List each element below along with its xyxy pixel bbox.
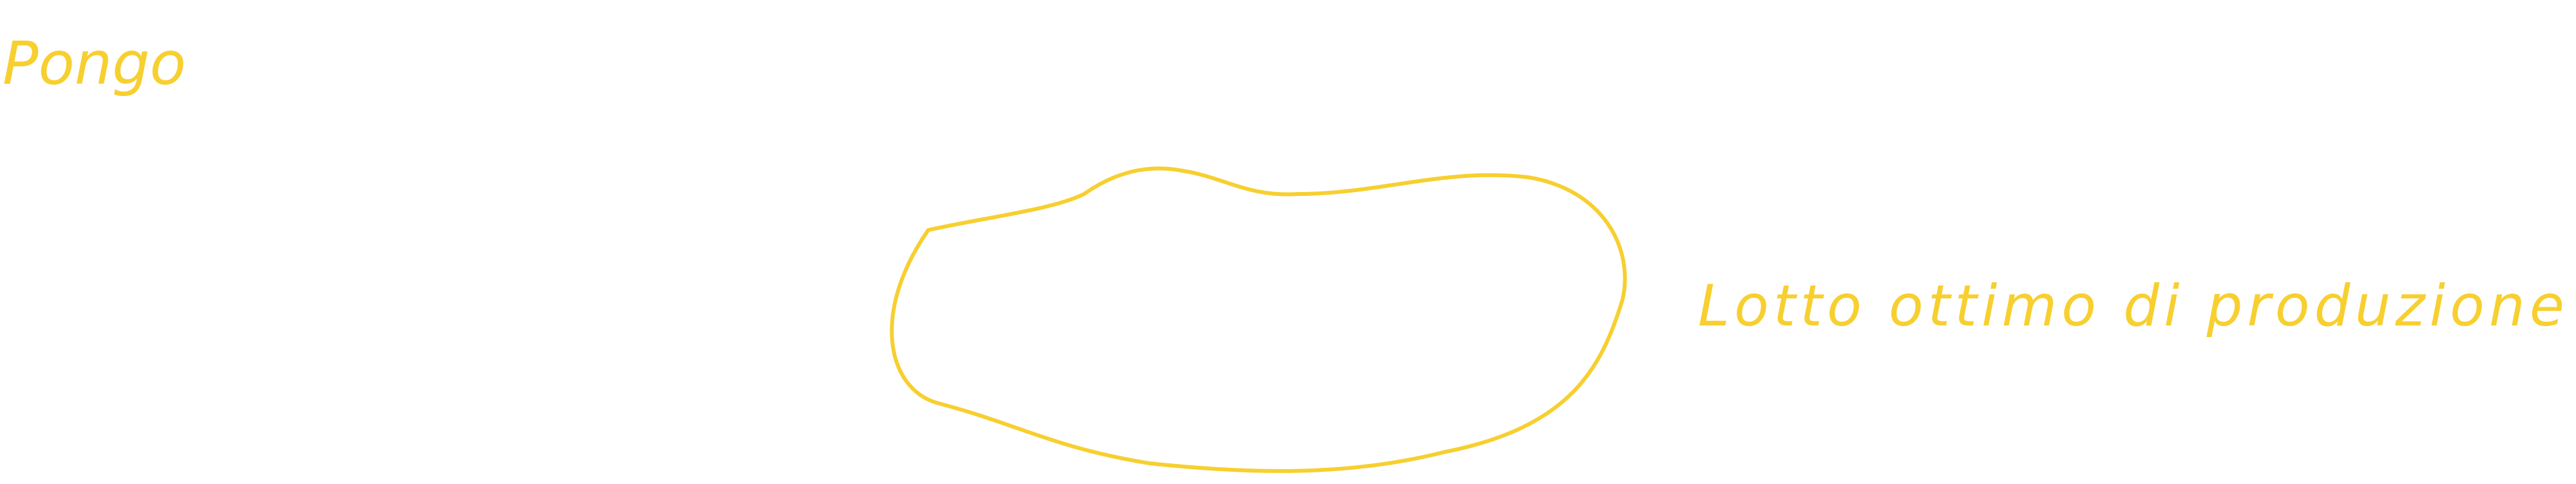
note-title: Pongo: [3, 29, 186, 98]
blob-outline: [890, 166, 1627, 473]
annotation: Lotto ottimo di produzione: [1698, 273, 2564, 339]
